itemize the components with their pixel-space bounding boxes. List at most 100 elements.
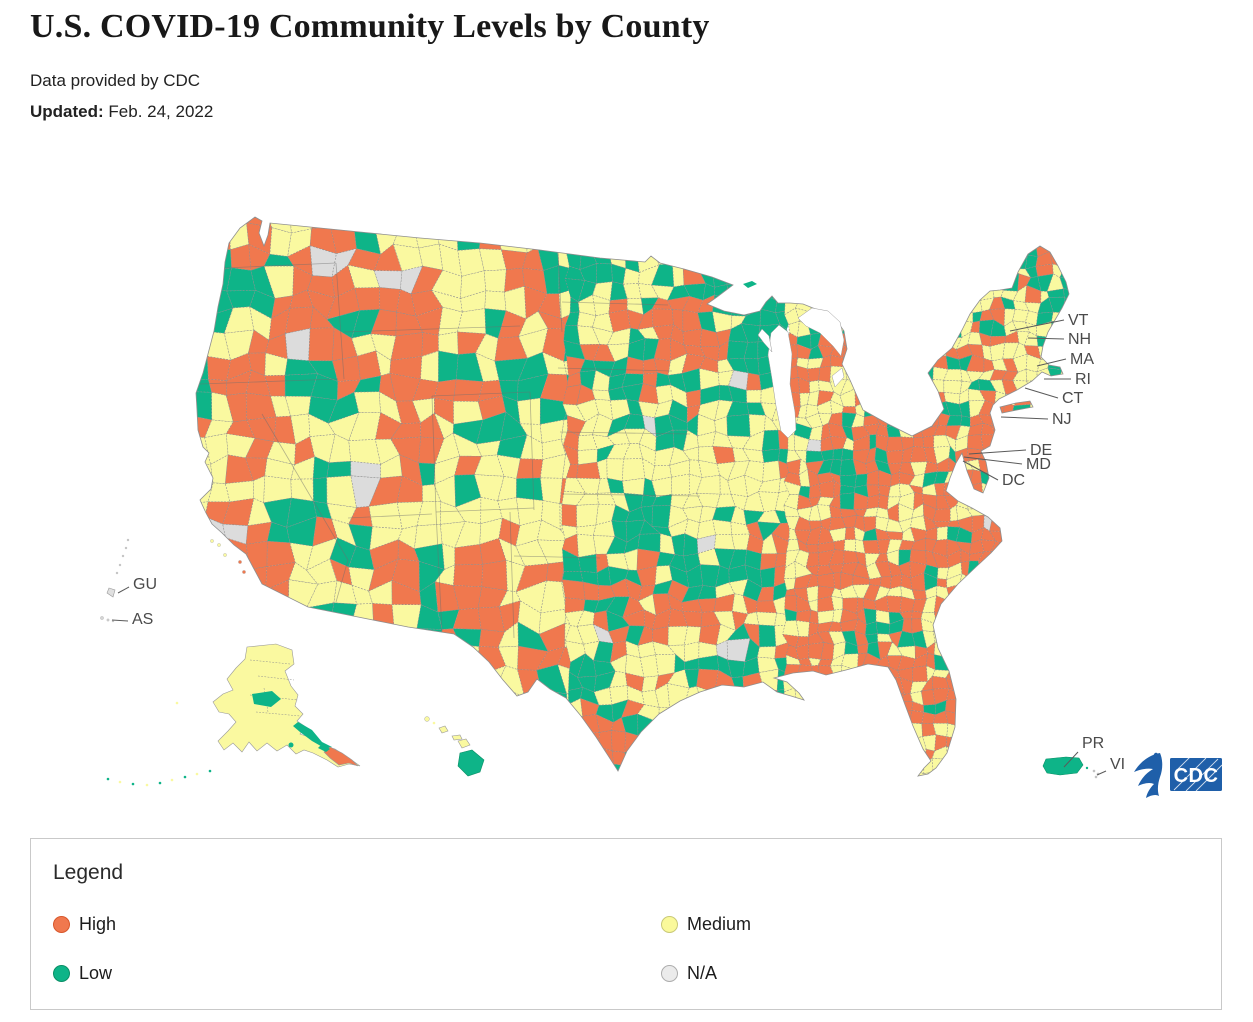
county-cell[interactable] (990, 584, 1008, 601)
county-cell[interactable] (592, 209, 615, 227)
county-cell[interactable] (1072, 699, 1087, 716)
county-cell[interactable] (762, 207, 781, 220)
county-cell[interactable] (794, 529, 812, 546)
county-cell[interactable] (637, 308, 654, 330)
county-cell[interactable] (453, 585, 483, 610)
county-cell[interactable] (910, 274, 923, 291)
county-cell[interactable] (438, 331, 459, 355)
county-cell[interactable] (1052, 783, 1066, 792)
county-cell[interactable] (807, 689, 824, 705)
county-cell[interactable] (1013, 645, 1028, 660)
county-cell[interactable] (742, 263, 766, 284)
county-cell[interactable] (369, 539, 399, 571)
county-cell[interactable] (887, 760, 903, 775)
county-cell[interactable] (994, 434, 1005, 454)
county-cell[interactable] (785, 262, 802, 281)
county-cell[interactable] (569, 296, 580, 313)
county-cell[interactable] (688, 758, 699, 780)
county-cell[interactable] (181, 600, 212, 634)
county-cell[interactable] (1004, 263, 1020, 276)
county-cell[interactable] (989, 664, 1004, 683)
county-cell[interactable] (389, 356, 423, 380)
county-cell[interactable] (438, 350, 459, 383)
county-cell[interactable] (970, 232, 984, 242)
county-cell[interactable] (954, 607, 970, 625)
county-cell[interactable] (247, 329, 270, 354)
county-cell[interactable] (208, 559, 233, 584)
county-cell[interactable] (1039, 564, 1051, 578)
county-cell[interactable] (701, 205, 719, 223)
county-cell[interactable] (606, 610, 630, 632)
county-cell[interactable] (797, 239, 812, 256)
county-cell[interactable] (1012, 619, 1032, 632)
county-cell[interactable] (910, 770, 925, 786)
county-cell[interactable] (743, 611, 760, 626)
county-cell[interactable] (842, 700, 856, 717)
county-cell[interactable] (807, 756, 820, 774)
county-cell[interactable] (1002, 723, 1015, 735)
county-cell[interactable] (967, 644, 986, 659)
county-cell[interactable] (955, 681, 970, 694)
county-cell[interactable] (955, 595, 968, 612)
county-cell[interactable] (787, 434, 796, 451)
county-cell[interactable] (1058, 227, 1072, 245)
county-cell[interactable] (832, 285, 848, 304)
county-cell[interactable] (606, 553, 629, 571)
county-cell[interactable] (874, 666, 891, 681)
county-cell[interactable] (370, 309, 397, 337)
county-cell[interactable] (783, 494, 800, 510)
county-cell[interactable] (671, 746, 690, 764)
county-cell[interactable] (877, 688, 890, 707)
county-cell[interactable] (1035, 538, 1054, 555)
county-cell[interactable] (682, 713, 704, 738)
county-cell[interactable] (182, 204, 204, 233)
county-cell[interactable] (909, 366, 927, 382)
county-cell[interactable] (1047, 564, 1064, 578)
county-cell[interactable] (349, 686, 379, 716)
county-cell[interactable] (200, 642, 233, 673)
alaska-shape[interactable] (212, 643, 361, 768)
county-cell[interactable] (684, 668, 700, 689)
county-cell[interactable] (992, 782, 1005, 796)
county-cell[interactable] (697, 773, 721, 796)
county-cell[interactable] (563, 325, 581, 345)
county-cell[interactable] (1016, 572, 1028, 592)
county-cell[interactable] (945, 606, 958, 625)
county-cell[interactable] (1005, 565, 1017, 578)
county-cell[interactable] (1037, 400, 1053, 419)
county-cell[interactable] (866, 688, 882, 704)
county-cell[interactable] (863, 379, 882, 394)
county-cell[interactable] (852, 285, 871, 300)
county-cell[interactable] (638, 401, 659, 419)
county-cell[interactable] (876, 355, 893, 372)
county-cell[interactable] (478, 629, 506, 648)
county-cell[interactable] (289, 643, 317, 674)
county-cell[interactable] (671, 473, 690, 495)
county-cell[interactable] (1074, 414, 1088, 429)
county-cell[interactable] (921, 266, 938, 279)
county-cell[interactable] (972, 703, 982, 714)
county-cell[interactable] (979, 255, 995, 266)
county-cell[interactable] (370, 333, 397, 361)
county-cell[interactable] (810, 217, 818, 234)
county-cell[interactable] (776, 729, 796, 752)
county-cell[interactable] (746, 720, 758, 738)
county-cell[interactable] (655, 654, 676, 677)
county-cell[interactable] (393, 627, 421, 650)
county-cell[interactable] (1070, 449, 1086, 464)
county-cell[interactable] (1004, 700, 1017, 716)
county-cell[interactable] (943, 369, 963, 382)
county-cell[interactable] (862, 664, 877, 681)
county-cell[interactable] (982, 642, 995, 661)
county-cell[interactable] (1046, 288, 1065, 298)
county-cell[interactable] (863, 749, 881, 760)
county-cell[interactable] (947, 275, 962, 293)
county-cell[interactable] (980, 422, 997, 436)
county-cell[interactable] (745, 236, 766, 257)
county-cell[interactable] (540, 203, 570, 228)
county-cell[interactable] (933, 612, 950, 625)
county-cell[interactable] (908, 250, 923, 268)
county-cell[interactable] (968, 618, 983, 634)
county-cell[interactable] (851, 413, 865, 428)
county-cell[interactable] (271, 295, 294, 320)
